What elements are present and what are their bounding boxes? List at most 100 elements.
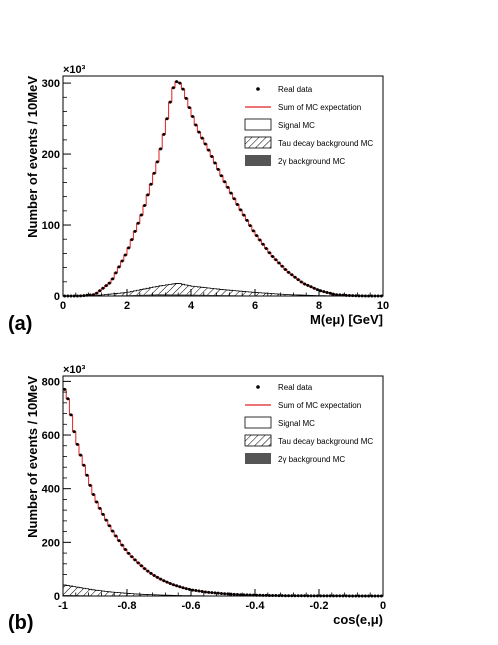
- panel-label-b: (b): [8, 612, 34, 634]
- legend-entry-label: Sum of MC expectation: [278, 103, 361, 112]
- data-point: [229, 191, 233, 195]
- data-point: [245, 218, 249, 222]
- data-point: [111, 277, 115, 281]
- data-point: [325, 290, 329, 294]
- data-point: [203, 142, 207, 146]
- data-point: [232, 197, 236, 201]
- chart-panel-b: -1 -0.8 -0.6 -0.4 -0.2 0 0 200 400 600 800×10³ cos(…: [25, 364, 386, 627]
- legend-hatch: [244, 434, 272, 447]
- data-point: [322, 290, 326, 294]
- data-point: [271, 593, 275, 597]
- data-point: [127, 551, 131, 555]
- data-point: [242, 213, 246, 217]
- data-point: [66, 397, 70, 401]
- data-point: [91, 492, 95, 496]
- legend-entry-label: Sum of MC expectation: [278, 401, 361, 410]
- data-point: [181, 586, 185, 590]
- legend-marker: [256, 87, 260, 91]
- data-point: [200, 136, 204, 140]
- data-point: [216, 591, 220, 595]
- data-point: [235, 593, 239, 597]
- legend-entry-label: Real data: [278, 383, 313, 392]
- x-tick-label: -0.8: [118, 600, 137, 612]
- data-point: [146, 193, 150, 197]
- data-point: [159, 147, 163, 151]
- y-tick-label: 600: [42, 430, 60, 442]
- data-point: [152, 171, 156, 175]
- data-point: [159, 577, 163, 581]
- data-point: [203, 590, 207, 594]
- data-point: [133, 558, 137, 562]
- data-point: [280, 264, 284, 268]
- data-point: [194, 589, 198, 593]
- data-point: [287, 270, 291, 274]
- legend-symbol: [244, 136, 272, 149]
- data-point: [184, 96, 188, 100]
- legend-entry-label: 2γ background MC: [278, 157, 345, 166]
- data-point: [219, 591, 223, 595]
- data-point: [139, 213, 143, 217]
- data-point: [319, 289, 323, 293]
- data-point: [117, 265, 121, 269]
- x-tick-label: -0.2: [310, 600, 329, 612]
- data-point: [130, 555, 134, 559]
- data-point: [213, 161, 217, 165]
- data-point: [98, 506, 102, 510]
- x-tick-label: -0.4: [246, 600, 266, 612]
- data-point: [191, 114, 195, 118]
- data-point: [165, 117, 169, 121]
- y-axis-title: Number of events / 10MeV: [25, 376, 40, 538]
- legend-entry-label: Signal MC: [278, 419, 315, 428]
- data-point: [111, 529, 115, 533]
- plot-frame: [62, 375, 384, 597]
- legend-symbol: [256, 87, 260, 91]
- y-tick-label: 300: [42, 78, 60, 90]
- data-point: [171, 583, 175, 587]
- data-point: [290, 273, 294, 277]
- data-point: [143, 204, 147, 208]
- data-point: [226, 592, 230, 596]
- data-point: [101, 512, 105, 516]
- x-tick-label: -0.6: [182, 600, 201, 612]
- legend-symbol: [244, 118, 272, 131]
- data-point: [123, 548, 127, 552]
- data-point: [223, 592, 227, 596]
- data-point: [216, 167, 220, 171]
- data-point: [107, 281, 111, 285]
- data-point: [120, 259, 124, 263]
- legend-entry-label: 2γ background MC: [278, 455, 345, 464]
- data-point: [223, 180, 227, 184]
- data-point: [155, 160, 159, 164]
- real-data-series: [63, 387, 383, 598]
- x-axis-title: M(eμ) [GeV]: [310, 312, 383, 327]
- data-point: [267, 251, 271, 255]
- data-point: [130, 238, 134, 242]
- x-tick-label: 4: [188, 300, 195, 312]
- x-tick-label: 8: [316, 300, 322, 312]
- data-point: [299, 280, 303, 284]
- data-point: [127, 246, 131, 250]
- data-point: [146, 569, 150, 573]
- data-point: [229, 592, 233, 596]
- data-point: [72, 430, 76, 434]
- data-point: [85, 473, 89, 477]
- data-point: [69, 413, 73, 417]
- data-point: [98, 289, 102, 293]
- data-point: [197, 130, 201, 134]
- data-point: [277, 261, 281, 265]
- x-tick-label: 2: [124, 300, 130, 312]
- data-point: [235, 202, 239, 206]
- data-point: [255, 234, 259, 238]
- x-axis-title: cos(e,μ): [333, 612, 383, 627]
- data-point: [239, 593, 243, 597]
- data-point: [75, 442, 79, 446]
- data-point: [239, 208, 243, 212]
- data-point: [306, 283, 310, 287]
- legend-box: [244, 416, 272, 429]
- data-point: [219, 174, 223, 178]
- legend-box: [244, 118, 272, 131]
- data-point: [210, 591, 214, 595]
- data-point: [175, 80, 179, 84]
- data-point: [95, 500, 99, 504]
